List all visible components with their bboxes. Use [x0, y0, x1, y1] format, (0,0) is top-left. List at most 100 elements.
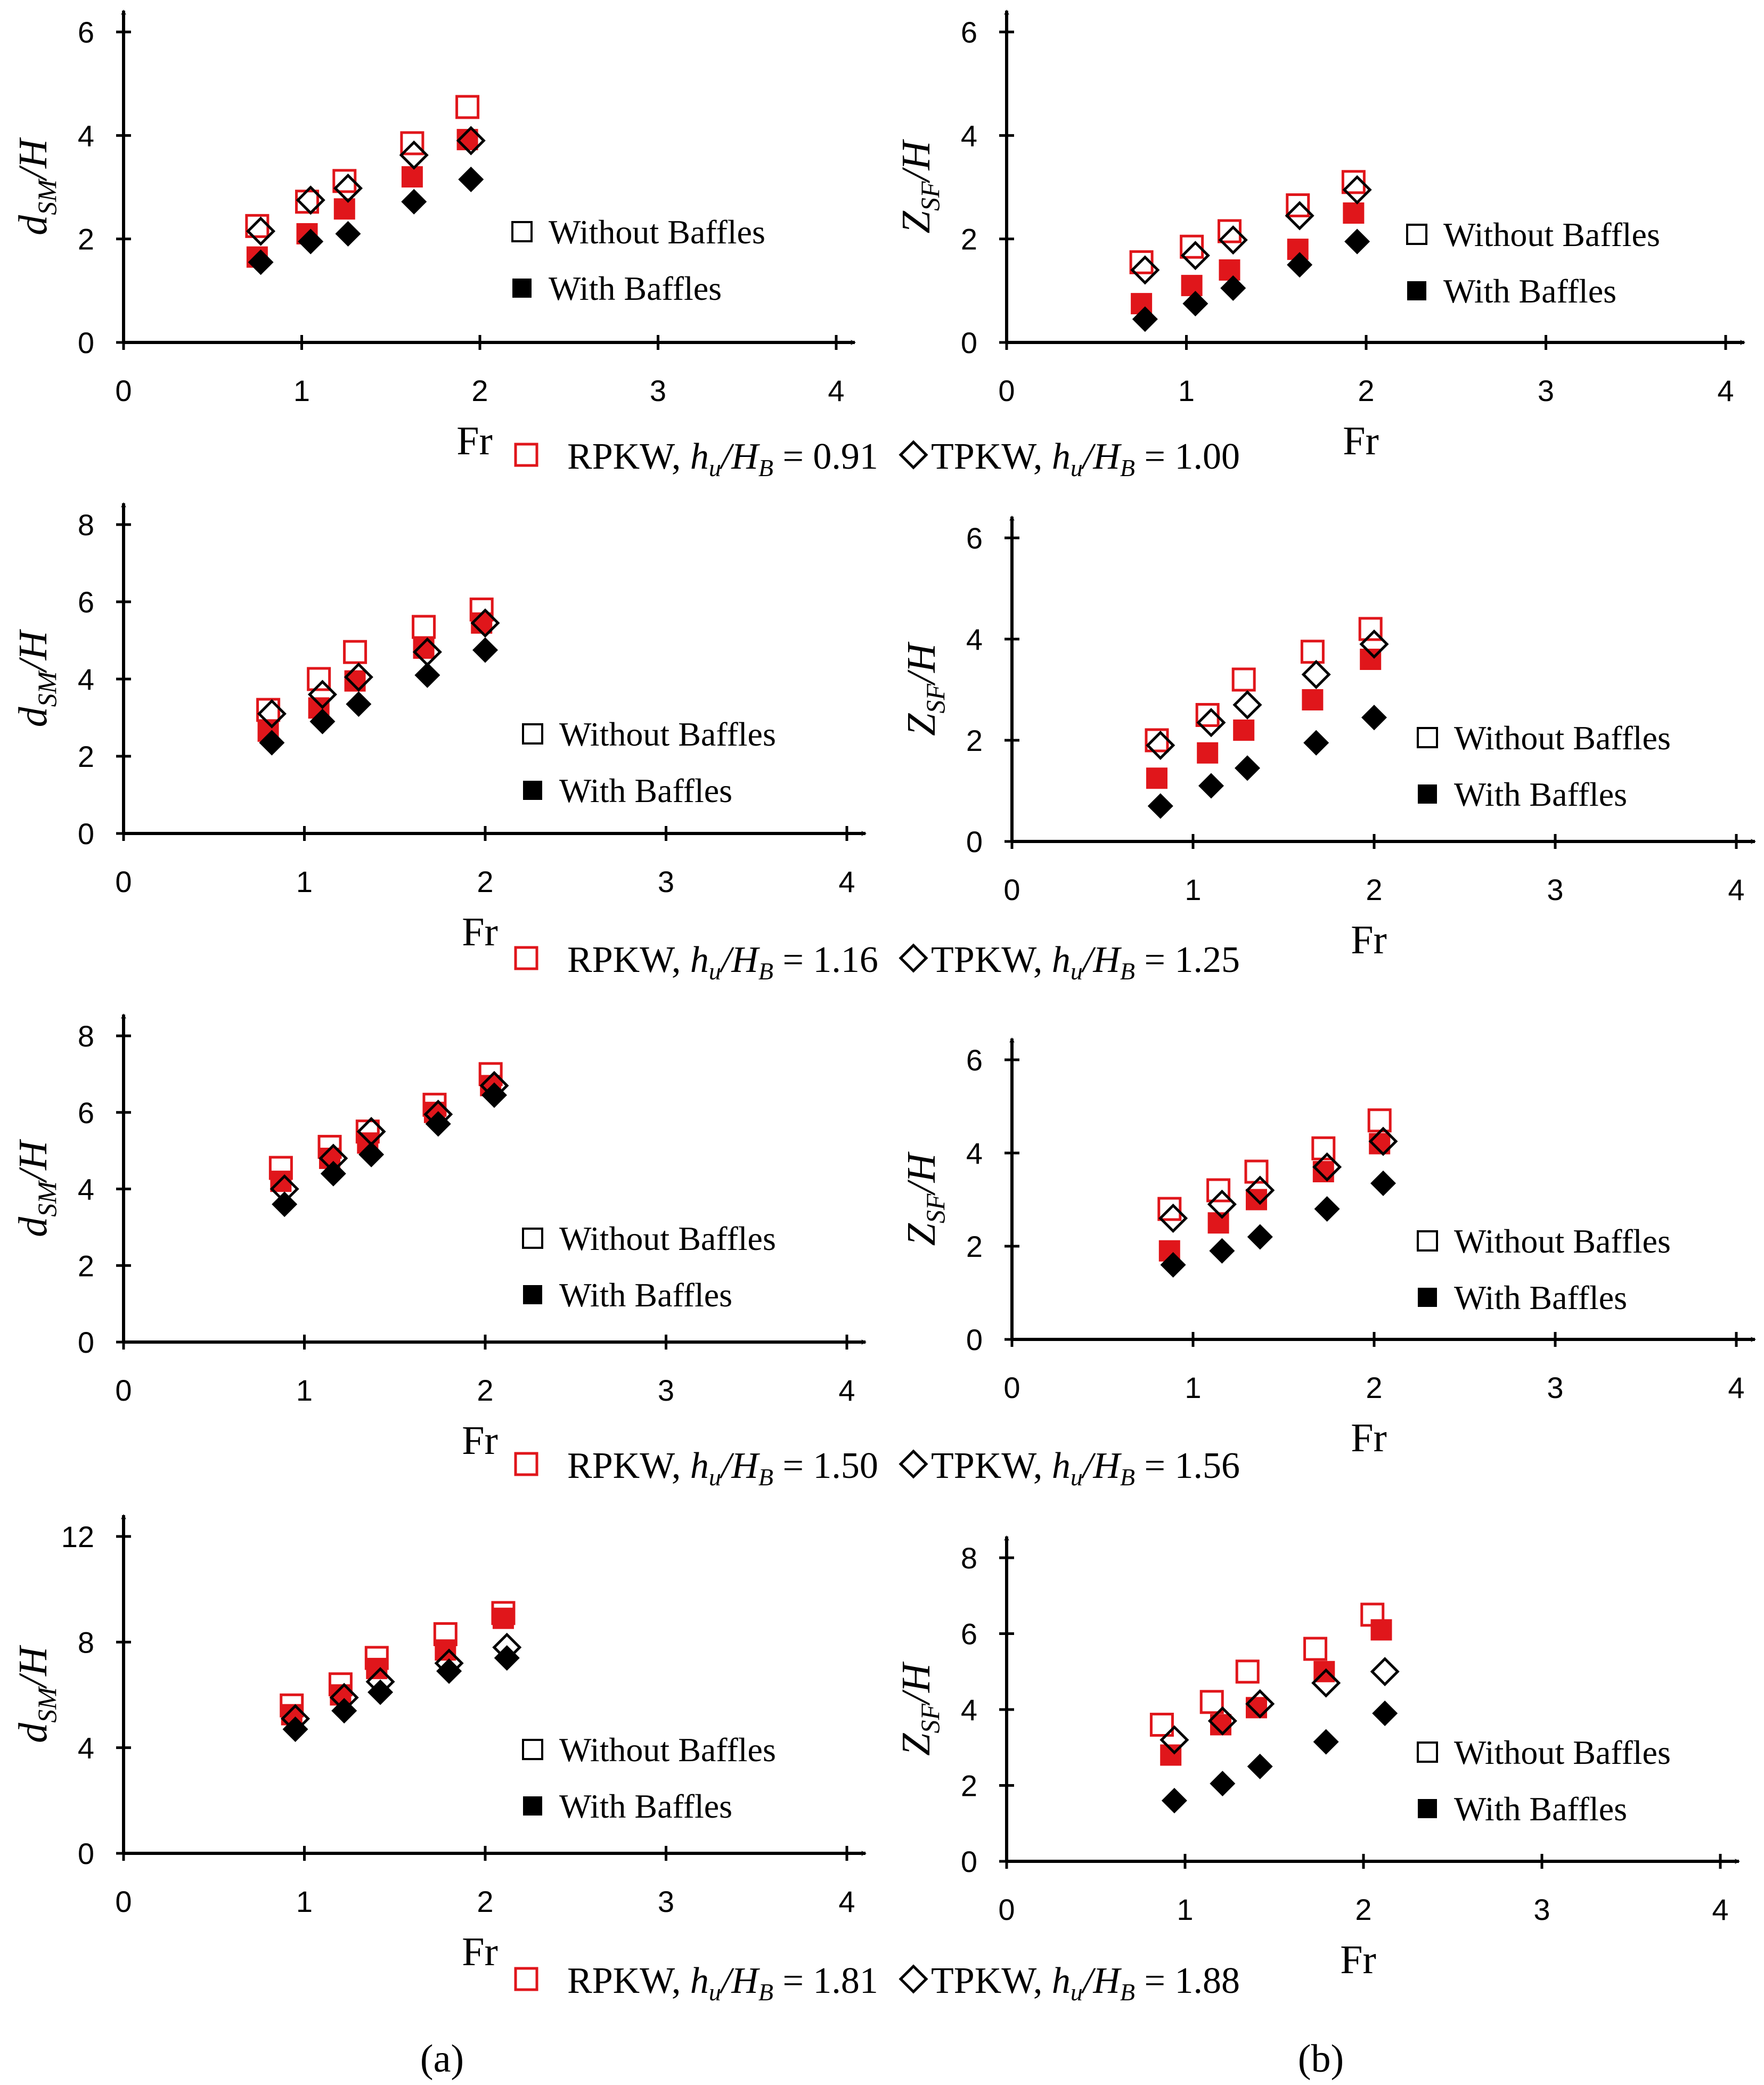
x-tick-label: 2 [1366, 1371, 1382, 1404]
y-tick-label: 4 [961, 119, 977, 152]
legend-label-without: Without Baffles [559, 715, 776, 753]
data-point [1311, 1136, 1336, 1160]
caption-ratio-h: h [1052, 1445, 1071, 1486]
series-diamond-filled [272, 1082, 507, 1217]
data-point [358, 1141, 385, 1167]
y-tick-label: 6 [78, 1096, 94, 1130]
series-diamond-filled [259, 637, 498, 756]
data-point [413, 637, 435, 659]
caption-ratio-slash: /H [1081, 1445, 1122, 1486]
data-point [1247, 1753, 1273, 1779]
y-tick-label: 0 [78, 326, 94, 359]
data-point [1218, 219, 1242, 243]
legend-swatch-open [522, 1739, 543, 1760]
y-axis-label-main: d [11, 215, 55, 235]
x-tick-label: 4 [838, 865, 855, 898]
x-axis-label: Fr [1351, 1416, 1387, 1460]
series-diamond-open [280, 1632, 522, 1734]
y-tick-label: 2 [78, 1249, 94, 1282]
data-point [1303, 730, 1329, 756]
caption-ratio-h: h [690, 939, 709, 980]
data-point [1181, 275, 1203, 297]
data-point [1147, 793, 1173, 819]
data-point [1245, 1175, 1275, 1205]
data-point [257, 699, 287, 729]
y-tick-label: 8 [78, 508, 94, 542]
data-point [436, 1658, 462, 1684]
legend-swatch-open [1417, 1230, 1438, 1252]
y-axis-label-main: Z [894, 210, 938, 233]
y-axis-label-main: d [11, 1216, 55, 1237]
legend-swatch-filled [1418, 784, 1437, 804]
data-point [1358, 617, 1383, 641]
y-tick-label: 4 [78, 663, 94, 696]
data-point [412, 615, 436, 639]
data-point [272, 1191, 298, 1217]
y-axis-label: dSM/H [11, 1139, 62, 1237]
caption-ratio-u: u [1071, 1978, 1083, 2006]
series-square-filled [1158, 1133, 1391, 1262]
caption-tpkw-name: TPKW, [931, 436, 1052, 477]
y-tick-label: 6 [78, 15, 94, 49]
y-axis-label-sub: SF [915, 181, 945, 211]
legend-swatch-open [1417, 1741, 1438, 1763]
caption-rpkw-text: RPKW, hu/HB = 1.50 [567, 1445, 878, 1491]
chart-b1: 0 1 2 3 4 0 2 4 6 Fr ZSF/H Without Baffles With Baff… [894, 10, 1745, 463]
y-axis-label-sub: SM [32, 178, 62, 215]
x-axis-label: Fr [462, 910, 498, 954]
data-point [366, 1657, 388, 1679]
legend-label-without: Without Baffles [1454, 1734, 1671, 1771]
data-point [1370, 1657, 1400, 1687]
x-tick-label: 3 [658, 1373, 674, 1407]
x-axis-label: Fr [1340, 1937, 1376, 1982]
y-axis-label-rest: /H [11, 629, 55, 674]
data-point [1300, 640, 1325, 664]
data-point [246, 216, 276, 246]
caption-tpkw-name: TPKW, [931, 939, 1052, 980]
data-point [1372, 1700, 1398, 1727]
x-tick-label: 0 [115, 1885, 132, 1918]
caption-rpkw-text: RPKW, hu/HB = 1.81 [567, 1960, 878, 2006]
y-axis-label: ZSF/H [894, 1661, 945, 1756]
y-tick-label: 6 [961, 15, 977, 49]
x-axis-label: Fr [1343, 419, 1379, 463]
legend: Without Baffles With Baffles [1417, 719, 1671, 813]
caption-tpkw-text: TPKW, hu/HB = 1.56 [931, 1445, 1240, 1491]
y-tick-label: 4 [966, 623, 983, 656]
y-axis-label-main: Z [899, 1223, 944, 1246]
data-point [1146, 730, 1175, 761]
series-square-open [245, 95, 480, 238]
data-point [1313, 1729, 1339, 1755]
series-diamond-filled [1160, 1170, 1396, 1278]
y-tick-label: 2 [961, 223, 977, 256]
series-diamond-filled [1132, 228, 1370, 332]
legend-label-with: With Baffles [559, 1276, 732, 1314]
legend-label-without: Without Baffles [549, 213, 765, 251]
y-tick-label: 0 [78, 817, 94, 851]
data-point [425, 1111, 451, 1137]
series-square-filled [270, 1075, 502, 1192]
data-point [1235, 755, 1260, 781]
y-tick-label: 2 [961, 1769, 977, 1803]
legend-label-with: With Baffles [1454, 1790, 1627, 1828]
x-tick-label: 2 [1366, 873, 1382, 906]
legend-swatch-filled [1418, 1799, 1437, 1818]
y-tick-label: 4 [966, 1136, 983, 1170]
y-tick-label: 4 [961, 1693, 977, 1727]
chart-a2: 0 1 2 3 4 0 2 4 6 8 Fr dSM/H Without Baffles With Baf… [11, 502, 867, 954]
x-tick-label: 4 [1717, 374, 1734, 407]
data-point [455, 95, 480, 119]
caption-ratio-slash: /H [719, 939, 760, 980]
data-point [1343, 202, 1365, 224]
y-tick-label: 4 [78, 1731, 94, 1765]
y-tick-label: 6 [78, 585, 94, 619]
data-point [1341, 170, 1366, 194]
y-tick-label: 6 [966, 1043, 983, 1077]
data-point [1287, 252, 1313, 278]
chart-b4: 0 1 2 3 4 0 2 4 6 8 Fr ZSF/H Without Baffles With Baf… [894, 1535, 1740, 1982]
y-tick-label: 8 [78, 1625, 94, 1659]
legend-swatch-open [522, 1228, 543, 1249]
x-axis-label: Fr [456, 419, 493, 463]
data-point [1370, 1170, 1396, 1196]
